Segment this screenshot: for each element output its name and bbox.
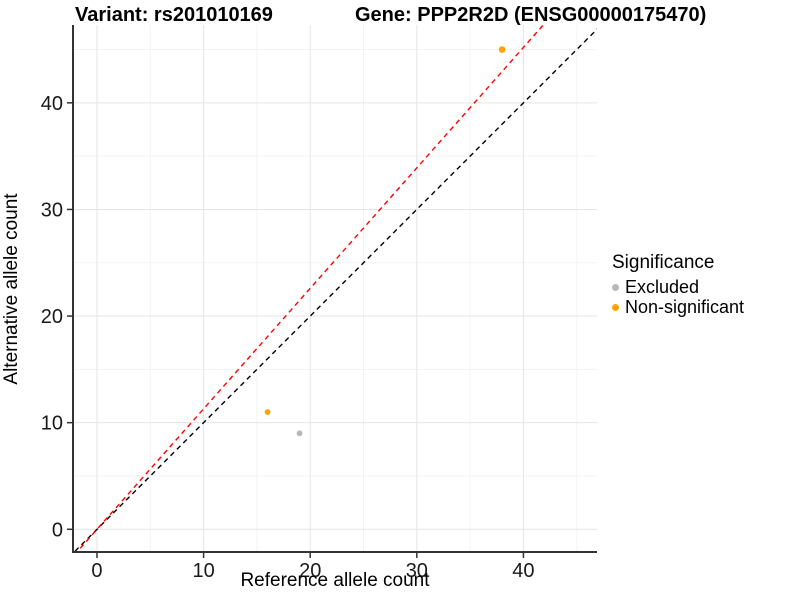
x-tick-label: 30 [406,560,428,582]
x-tick-label: 40 [512,560,534,582]
y-tick-label: 0 [52,519,63,541]
y-tick-label: 10 [41,413,63,435]
variant-title: Variant: rs201010169 [75,4,273,26]
y-tick-label: 20 [41,306,63,328]
legend-item-label: Non-significant [625,296,745,317]
legend-item-label: Excluded [625,276,700,297]
legend-title: Significance [612,252,715,273]
y-tick-label: 30 [41,199,63,221]
expected-ratio-line [75,25,545,552]
legend-item-excluded: Excluded [612,277,744,297]
x-axis-title: Reference allele count [240,570,430,591]
data-point[interactable] [498,46,506,53]
legend: Significance Excluded Non-significant [612,252,744,317]
y-tick-label: 40 [41,93,63,115]
y-axis-title: Alternative allele count [1,193,22,385]
non-significant-dot-icon [612,303,619,311]
x-tick-label: 20 [299,560,321,582]
x-tick-label: 10 [192,560,214,582]
x-tick-label: 0 [91,560,102,582]
excluded-dot-icon [612,283,619,291]
gene-title: Gene: PPP2R2D (ENSG00000175470) [355,4,707,26]
identity-line [73,28,597,552]
legend-item-non-significant: Non-significant [612,297,744,317]
data-point[interactable] [296,430,303,437]
data-point[interactable] [264,409,271,415]
